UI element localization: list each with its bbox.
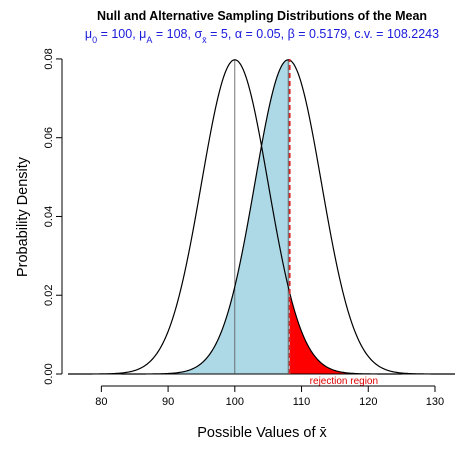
x-axis-label: Possible Values of x̄ xyxy=(197,425,327,441)
y-tick-label: 0.02 xyxy=(43,285,55,306)
y-tick-label: 0.08 xyxy=(43,48,55,69)
beta-region xyxy=(121,59,290,375)
subtitle-muA-symbol: μ xyxy=(139,27,146,41)
x-tick-label: 110 xyxy=(293,396,311,408)
x-tick-label: 130 xyxy=(426,396,444,408)
plot-area: rejection region xyxy=(68,59,455,387)
subtitle-sigma-value: = 5, xyxy=(207,27,235,41)
x-tick-label: 80 xyxy=(95,396,107,408)
chart-title: Null and Alternative Sampling Distributi… xyxy=(97,9,427,23)
y-axis-label: Probability Density xyxy=(15,156,31,277)
subtitle-mu0-symbol: μ xyxy=(85,27,92,41)
y-tick-label: 0.04 xyxy=(43,206,55,227)
subtitle-muA-value: = 108, xyxy=(152,27,194,41)
alpha-region xyxy=(289,292,402,374)
subtitle-sigma-symbol: σ xyxy=(194,27,202,41)
y-tick-label: 0.06 xyxy=(43,127,55,148)
rejection-region-label: rejection region xyxy=(310,376,378,387)
subtitle-mu0-value: = 100, xyxy=(97,27,139,41)
alternative-distribution-curve xyxy=(121,59,455,375)
subtitle-sigma-subscript: x̄ xyxy=(202,35,207,45)
x-tick-label: 100 xyxy=(226,396,244,408)
chart-subtitle: μ0 = 100, μA = 108, σx̄ = 5, α = 0.05, β… xyxy=(85,27,439,45)
x-tick-label: 90 xyxy=(162,396,174,408)
subtitle-mu0-subscript: 0 xyxy=(92,35,97,45)
axes: 80 90 100 110 120 130 0.00 0.02 0.04 0.06 0.08 xyxy=(43,48,444,408)
subtitle-muA-subscript: A xyxy=(146,35,152,45)
null-distribution-curve xyxy=(68,59,402,375)
y-tick-label: 0.00 xyxy=(43,363,55,384)
x-tick-label: 120 xyxy=(359,396,377,408)
subtitle-rest: α = 0.05, β = 0.5179, c.v. = 108.2243 xyxy=(235,27,439,41)
